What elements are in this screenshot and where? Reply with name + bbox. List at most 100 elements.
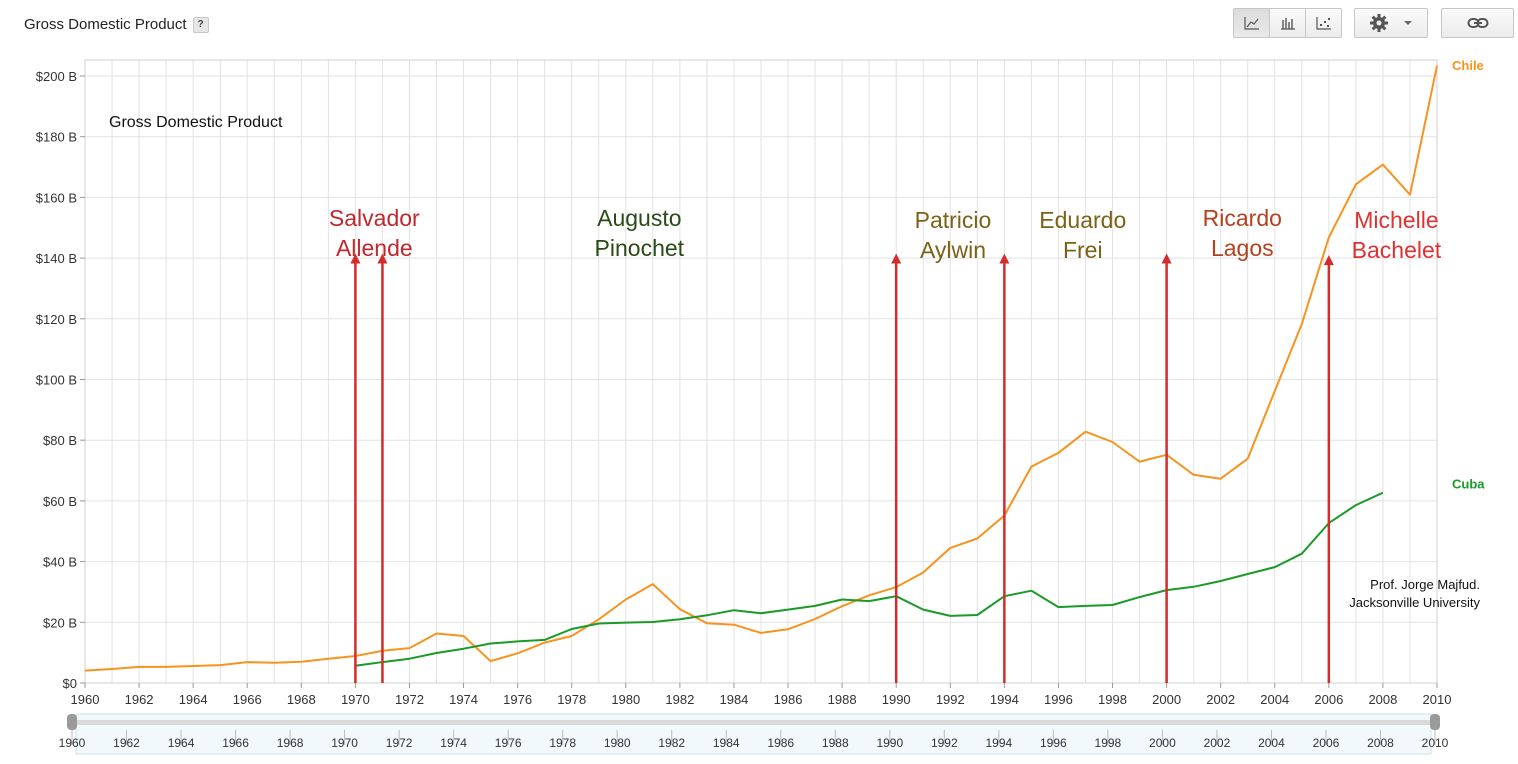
x-tick-label: 1984 [719,692,748,707]
y-tick-label: $200 B [36,69,77,84]
link-icon [1467,18,1488,28]
x-tick-label: 2002 [1206,692,1235,707]
x-tick-label: 1962 [125,692,154,707]
arrow-head [891,253,902,264]
slider-tick-label: 1996 [1040,736,1067,750]
x-tick-label: 1990 [882,692,911,707]
series-lines [84,65,1438,672]
y-tick-label: $20 B [43,615,77,630]
legend: Chile Cuba [1452,58,1485,492]
x-tick-label: 1986 [774,692,803,707]
slider-tick-label: 2008 [1367,736,1394,750]
y-tick-label: $160 B [36,190,77,205]
x-tick-label: 1996 [1044,692,1073,707]
slider-tick-label: 1976 [495,736,522,750]
x-tick-label: 1960 [71,692,100,707]
slider-tick-label: 1984 [713,736,740,750]
x-tick-label: 1998 [1098,692,1127,707]
annotation-label: Lagos [1211,235,1274,261]
slider-tick-label: 1986 [767,736,794,750]
x-tick-label: 1968 [287,692,316,707]
y-tick-label: $140 B [36,251,77,266]
y-tick-label: $180 B [36,130,77,145]
legend-label-cuba: Cuba [1452,477,1485,492]
x-tick-label: 1994 [990,692,1019,707]
line-chart-icon [1243,17,1259,30]
x-tick-label: 1982 [665,692,694,707]
slider-tick-label: 1980 [604,736,631,750]
arrow-head [999,253,1010,264]
link-toolbar [1441,8,1514,38]
bar-chart-icon [1280,18,1295,30]
series-line-chile [84,65,1438,672]
x-tick-label: 1978 [557,692,586,707]
x-axis: 1960 1962 1964 1966 1968 1970 1972 1974 1976 1978… [71,683,1451,707]
slider-tick-label: 1960 [59,736,86,750]
slider-tick-label: 1966 [222,736,249,750]
annotation-label: Michelle [1354,207,1438,233]
annotation-label: Augusto [597,205,681,231]
annotation-label: Ricardo [1203,205,1282,231]
plot-frame [84,59,1438,684]
y-tick-label: $120 B [36,312,77,327]
note-line-1: Prof. Jorge Majfud. [1370,577,1480,592]
note-line-2: Jacksonville University [1349,595,1480,610]
page-title: Gross Domestic Product [24,16,187,33]
slider-tick-label: 1990 [876,736,903,750]
x-tick-label: 1980 [611,692,640,707]
legend-label-chile: Chile [1452,58,1484,73]
arrow-head [1323,255,1334,266]
annotation-label: Bachelet [1352,237,1442,263]
bar-chart-button[interactable] [1270,9,1306,37]
x-tick-label: 2000 [1152,692,1181,707]
x-tick-label: 2006 [1314,692,1343,707]
event-markers [350,253,1334,683]
slider-tick-label: 1974 [440,736,467,750]
chart-inner-title: Gross Domestic Product [109,114,283,131]
x-tick-label: 2008 [1368,692,1397,707]
x-tick-label: 1970 [341,692,370,707]
link-button[interactable] [1442,9,1513,37]
chart-header: Gross Domestic Product ? [24,16,209,33]
slider-tick-label: 1968 [277,736,304,750]
x-tick-label: 1972 [395,692,424,707]
y-tick-label: $40 B [43,555,77,570]
slider-tick-label: 2000 [1149,736,1176,750]
slider-tick-label: 2006 [1313,736,1340,750]
chart-type-toolbar [1233,8,1342,38]
slider-tick-label: 1970 [331,736,358,750]
x-tick-label: 1992 [936,692,965,707]
slider-tick-label: 1994 [985,736,1012,750]
help-button[interactable]: ? [192,16,209,33]
time-range-slider[interactable]: 1960 1962 1964 1966 1968 1970 1972 1974 1976 1978… [59,713,1449,755]
line-chart-button[interactable] [1234,9,1270,37]
slider-tick-label: 1988 [822,736,849,750]
x-tick-label: 1964 [179,692,208,707]
settings-button[interactable] [1355,9,1427,37]
y-tick-label: $80 B [43,433,77,448]
slider-tick-label: 1964 [168,736,195,750]
arrow-head [1161,253,1172,264]
annotation-label: Salvador [329,205,420,231]
x-tick-label: 1976 [503,692,532,707]
annotation-label: Eduardo [1039,207,1126,233]
x-tick-label: 1988 [828,692,857,707]
slider-handle-right [1430,714,1440,730]
chart-notes: Prof. Jorge Majfud. Jacksonville Univers… [1349,577,1480,610]
slider-bar [72,720,1435,725]
slider-tick-label: 1978 [549,736,576,750]
slider-tick-label: 2004 [1258,736,1285,750]
chart-grid [84,59,1438,684]
annotation-label: Patricio [915,207,992,233]
scatter-chart-icon [1315,17,1331,30]
settings-toolbar [1354,8,1428,38]
slider-tick-label: 2002 [1204,736,1231,750]
slider-tick-label: 1982 [658,736,685,750]
y-tick-label: $100 B [36,373,77,388]
x-tick-label: 2004 [1260,692,1289,707]
caret-down-icon [1404,21,1412,25]
scatter-chart-button[interactable] [1306,9,1341,37]
y-tick-label: $60 B [43,494,77,509]
y-axis: $0 $20 B $40 B $60 B $80 B $100 B $120 B $140 B… [36,69,85,691]
